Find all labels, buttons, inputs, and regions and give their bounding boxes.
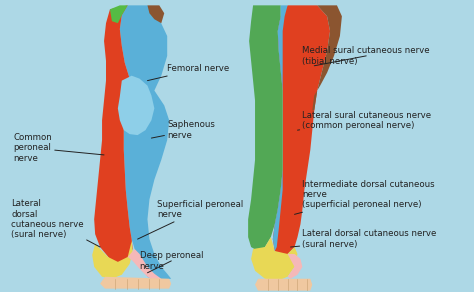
Polygon shape: [100, 277, 171, 288]
Text: Deep peroneal
nerve: Deep peroneal nerve: [139, 251, 203, 273]
Text: Intermediate dorsal cutaneous
nerve
(superficial peroneal nerve): Intermediate dorsal cutaneous nerve (sup…: [294, 180, 435, 214]
Polygon shape: [273, 5, 330, 257]
Polygon shape: [248, 5, 283, 251]
Text: Femoral nerve: Femoral nerve: [147, 64, 229, 81]
Text: Common
peroneal
nerve: Common peroneal nerve: [13, 133, 104, 163]
Polygon shape: [110, 5, 128, 23]
Text: Lateral sural cutaneous nerve
(common peroneal nerve): Lateral sural cutaneous nerve (common pe…: [298, 111, 431, 130]
Text: Superficial peroneal
nerve: Superficial peroneal nerve: [137, 200, 244, 239]
Polygon shape: [251, 237, 298, 281]
Polygon shape: [120, 5, 171, 281]
Polygon shape: [255, 279, 312, 291]
Text: Saphenous
nerve: Saphenous nerve: [151, 121, 215, 140]
Text: Lateral
dorsal
cutaneous nerve
(sural nerve): Lateral dorsal cutaneous nerve (sural ne…: [11, 199, 100, 247]
Polygon shape: [118, 76, 155, 135]
Polygon shape: [128, 249, 161, 281]
Polygon shape: [92, 241, 133, 279]
Text: Medial sural cutaneous nerve
(tibial nerve): Medial sural cutaneous nerve (tibial ner…: [302, 46, 430, 66]
Polygon shape: [94, 5, 133, 264]
Polygon shape: [273, 5, 288, 251]
Polygon shape: [288, 254, 302, 279]
Polygon shape: [147, 5, 164, 23]
Text: Lateral dorsal cutaneous nerve
(sural nerve): Lateral dorsal cutaneous nerve (sural ne…: [291, 230, 437, 249]
Polygon shape: [312, 5, 342, 110]
